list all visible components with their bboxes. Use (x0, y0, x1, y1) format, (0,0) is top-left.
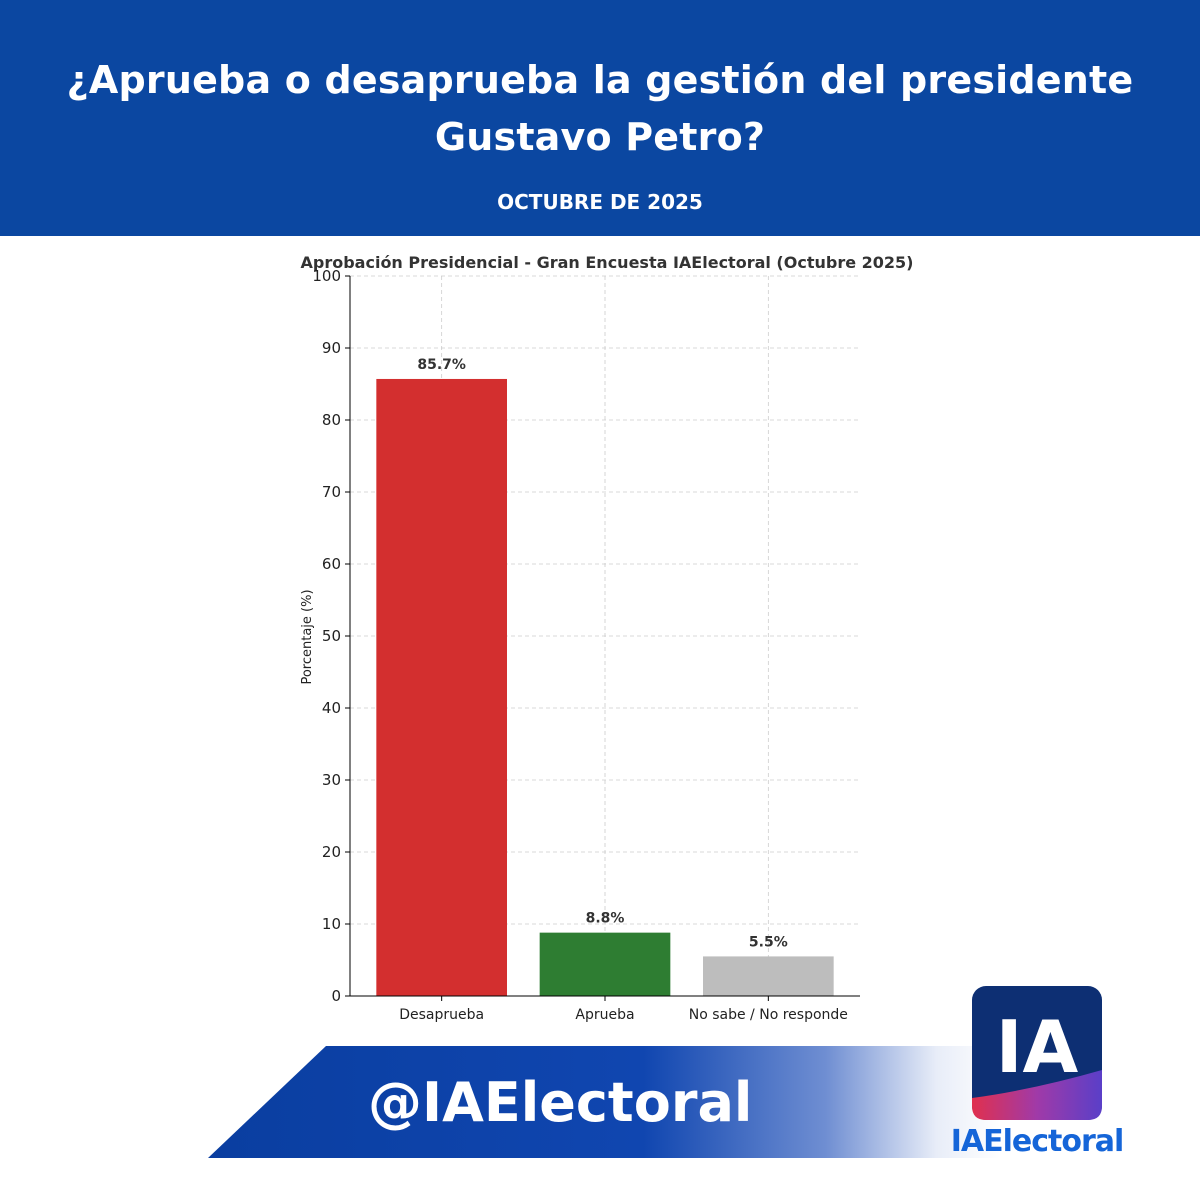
x-tick-label: Aprueba (575, 1007, 634, 1023)
x-tick-label: Desaprueba (399, 1007, 484, 1023)
logo-mark: IA (996, 1005, 1079, 1089)
y-tick-label: 70 (322, 483, 341, 501)
data-labels: 85.7% 8.8% 5.5% (417, 357, 787, 950)
chart-title: Aprobación Presidencial - Gran Encuesta … (301, 253, 914, 272)
bar-chart: Aprobación Presidencial - Gran Encuesta … (300, 253, 914, 1023)
x-tick-label: No sabe / No responde (689, 1007, 848, 1023)
y-tick-label: 20 (322, 843, 341, 861)
data-label: 85.7% (417, 357, 466, 373)
y-tick-label: 0 (331, 987, 341, 1005)
bar-aprueba (539, 932, 671, 996)
y-axis-label: Porcentaje (%) (300, 589, 315, 684)
bar-desaprueba (376, 378, 507, 996)
y-tick-label: 30 (322, 771, 341, 789)
y-tick-label: 10 (322, 915, 341, 933)
page-title: ¿Aprueba o desaprueba la gestión del pre… (66, 58, 1134, 159)
y-tick-label: 40 (322, 699, 341, 717)
ia-logo-icon: IA (972, 986, 1102, 1120)
data-label: 8.8% (586, 911, 625, 927)
bar-no-sabe-no-responde (703, 956, 834, 996)
y-tick-label: 60 (322, 555, 341, 573)
header-banner: ¿Aprueba o desaprueba la gestión del pre… (0, 0, 1200, 236)
social-handle: @IAElectoral (368, 1071, 753, 1134)
y-tick-label: 80 (322, 411, 341, 429)
handle-banner (208, 1046, 1000, 1158)
y-tick-label: 90 (322, 339, 341, 357)
x-axis-ticks: Desaprueba Aprueba No sabe / No responde (399, 996, 848, 1023)
y-tick-label: 50 (322, 627, 341, 645)
logo-name: IAElectoral (950, 1124, 1125, 1159)
page-subtitle: OCTUBRE DE 2025 (497, 190, 703, 214)
chart-bars (376, 378, 834, 996)
y-axis-ticks: 0 10 20 30 40 50 60 70 80 90 100 (312, 267, 350, 1005)
y-tick-label: 100 (312, 267, 341, 285)
data-label: 5.5% (749, 934, 788, 950)
